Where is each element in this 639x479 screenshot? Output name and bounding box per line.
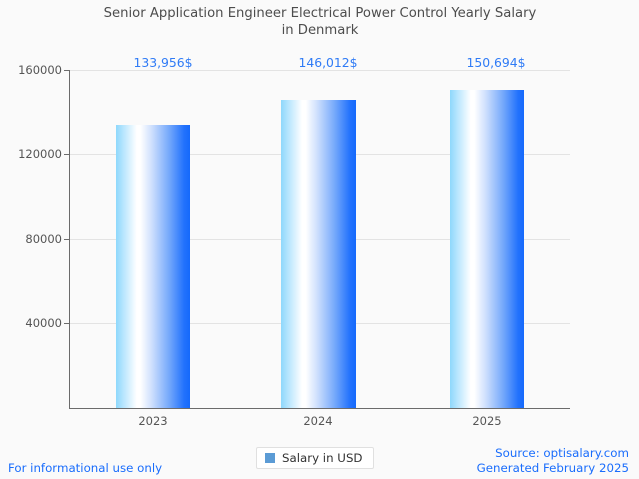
bar-value-2023: 133,956$ <box>133 55 193 70</box>
x-tick-label-2024: 2024 <box>303 414 333 428</box>
bar-2025[interactable] <box>450 90 524 408</box>
bar-2023[interactable] <box>116 125 190 408</box>
y-axis-line <box>69 70 70 409</box>
y-tick-mark-160000 <box>64 70 70 71</box>
y-tick-mark-80000 <box>64 239 70 240</box>
x-axis-line <box>69 408 570 409</box>
x-tick-label-2023: 2023 <box>138 414 168 428</box>
disclaimer-text: For informational use only <box>8 461 163 475</box>
y-tick-mark-120000 <box>64 154 70 155</box>
bar-value-2024: 146,012$ <box>298 55 358 70</box>
legend-label-salary: Salary in USD <box>282 451 363 465</box>
generated-line: Generated February 2025 <box>476 461 629 475</box>
chart-legend[interactable]: Salary in USD <box>256 447 374 469</box>
bar-2024[interactable] <box>281 100 356 408</box>
gridline-160000 <box>70 70 570 71</box>
y-tick-label-40000: 40000 <box>25 316 62 330</box>
legend-swatch-icon <box>265 453 275 463</box>
bar-value-2025: 150,694$ <box>466 55 526 70</box>
x-tick-label-2025: 2025 <box>472 414 502 428</box>
source-attribution: Source: optisalary.com Generated Februar… <box>477 446 629 476</box>
source-line: Source: optisalary.com <box>495 446 629 460</box>
y-tick-label-120000: 120000 <box>18 147 62 161</box>
y-tick-label-80000: 80000 <box>25 232 62 246</box>
chart-title: Senior Application Engineer Electrical P… <box>103 6 537 38</box>
y-tick-label-160000: 160000 <box>18 63 62 77</box>
y-tick-mark-40000 <box>64 323 70 324</box>
plot-area <box>70 70 570 408</box>
